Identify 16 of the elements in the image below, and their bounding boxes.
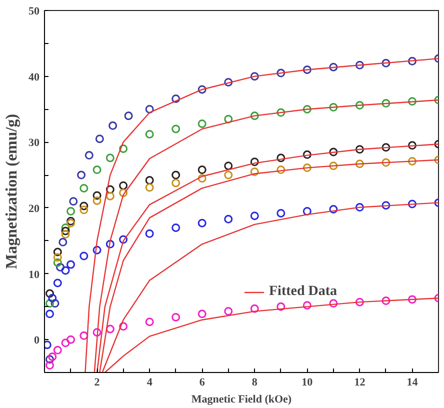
x-tick-label: 8 [252, 376, 258, 388]
y-tick-label: 20 [28, 202, 40, 215]
y-tick-label: 40 [28, 71, 40, 84]
y-axis-title: Magnetization (emu/g) [4, 114, 20, 270]
y-tick-label: 10 [28, 268, 40, 281]
legend-label: Fitted Data [269, 284, 338, 300]
y-tick-label: 50 [28, 6, 40, 18]
y-tick-label: 0 [34, 334, 40, 347]
x-tick-label: 12 [354, 376, 366, 388]
y-tick-label: 30 [28, 137, 40, 150]
x-tick-label: 14 [406, 376, 418, 388]
x-tick-label: 6 [199, 376, 206, 388]
x-tick-label: 2 [94, 376, 100, 388]
x-tick-label: 10 [302, 376, 314, 388]
x-axis-title: Magnetic Field (kOe) [191, 394, 292, 406]
x-tick-label: 4 [146, 376, 153, 388]
